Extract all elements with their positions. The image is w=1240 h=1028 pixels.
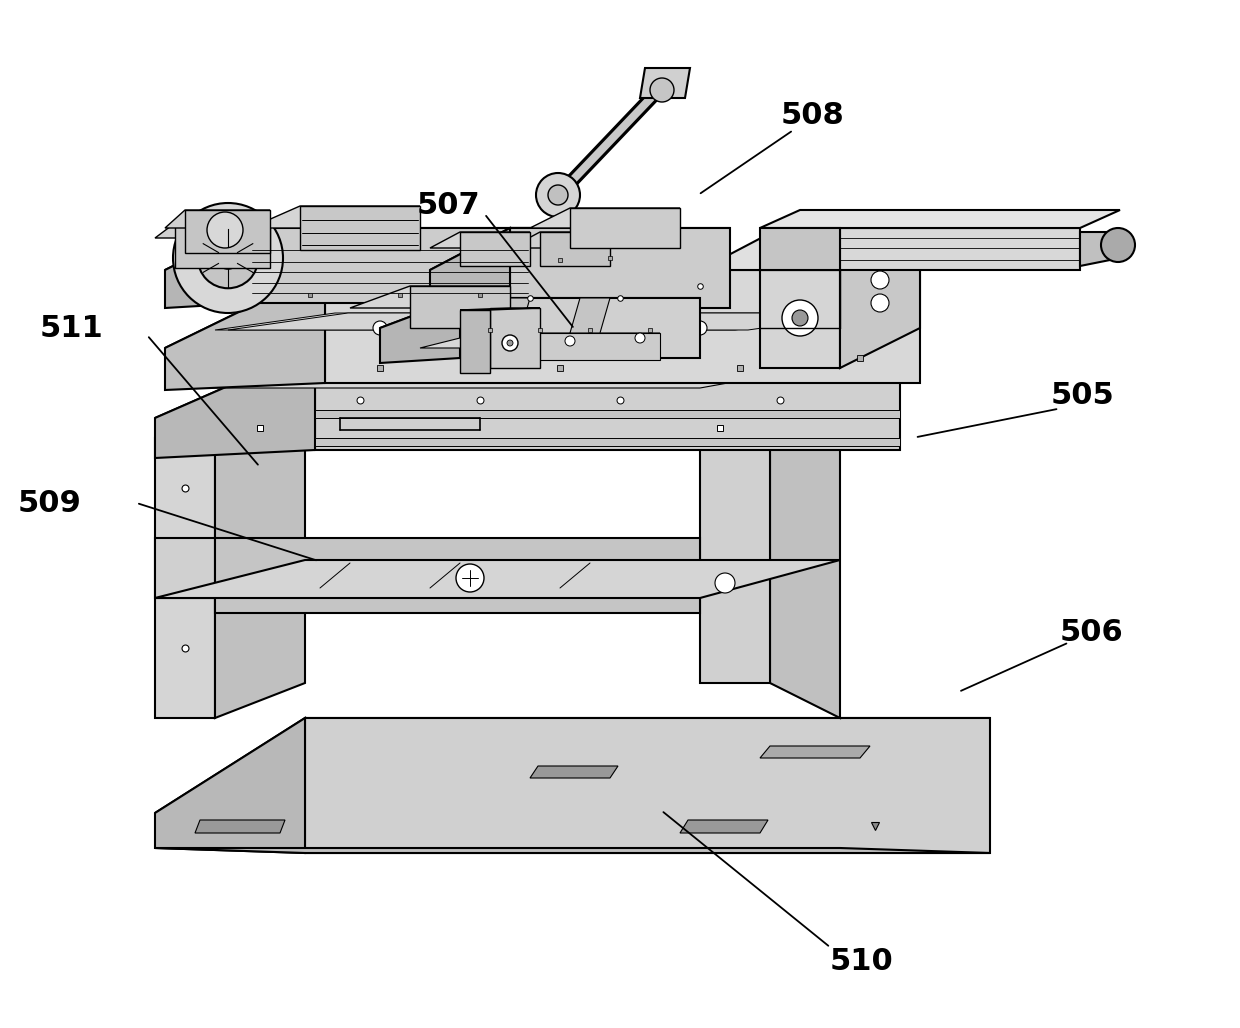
Polygon shape [529, 208, 680, 228]
Polygon shape [539, 232, 610, 266]
Polygon shape [430, 232, 529, 248]
Circle shape [870, 271, 889, 289]
Polygon shape [510, 228, 730, 308]
Polygon shape [200, 355, 800, 370]
Polygon shape [680, 820, 768, 833]
Text: 505: 505 [1050, 381, 1115, 410]
Circle shape [533, 321, 547, 335]
Polygon shape [165, 228, 529, 270]
Polygon shape [350, 286, 510, 308]
Polygon shape [175, 223, 270, 268]
Polygon shape [420, 333, 660, 348]
Polygon shape [480, 333, 660, 360]
Polygon shape [315, 348, 900, 450]
Polygon shape [155, 418, 305, 438]
Polygon shape [839, 228, 920, 368]
Polygon shape [839, 228, 1080, 270]
Polygon shape [155, 718, 305, 853]
Text: 507: 507 [417, 191, 481, 220]
Circle shape [650, 78, 675, 102]
Polygon shape [460, 298, 701, 358]
Polygon shape [155, 538, 215, 598]
Polygon shape [165, 270, 920, 348]
Circle shape [502, 335, 518, 351]
Polygon shape [490, 298, 529, 333]
Polygon shape [155, 223, 270, 238]
Circle shape [1101, 228, 1135, 262]
Polygon shape [379, 298, 701, 328]
Polygon shape [529, 766, 618, 778]
Polygon shape [460, 308, 539, 310]
Polygon shape [250, 206, 420, 228]
Text: 506: 506 [1059, 618, 1123, 647]
Circle shape [197, 228, 258, 288]
Polygon shape [300, 206, 420, 250]
Polygon shape [155, 438, 215, 718]
Polygon shape [215, 438, 305, 718]
Polygon shape [701, 418, 839, 438]
Polygon shape [460, 232, 529, 266]
Polygon shape [430, 228, 510, 313]
Polygon shape [165, 270, 325, 390]
Polygon shape [430, 228, 730, 270]
Circle shape [715, 573, 735, 593]
Polygon shape [510, 232, 610, 248]
Polygon shape [760, 210, 1120, 228]
Polygon shape [155, 348, 315, 458]
Polygon shape [305, 718, 990, 853]
Polygon shape [155, 348, 900, 418]
Circle shape [782, 300, 818, 336]
Circle shape [548, 185, 568, 205]
Polygon shape [215, 313, 856, 330]
Polygon shape [228, 313, 868, 330]
Polygon shape [760, 270, 839, 368]
Circle shape [373, 321, 387, 335]
Circle shape [870, 294, 889, 313]
Polygon shape [250, 228, 529, 303]
Polygon shape [155, 560, 839, 598]
Polygon shape [460, 310, 490, 373]
Polygon shape [410, 286, 510, 328]
Polygon shape [570, 298, 610, 333]
Polygon shape [155, 848, 990, 853]
Polygon shape [155, 718, 990, 813]
Circle shape [792, 310, 808, 326]
Text: 511: 511 [40, 315, 104, 343]
Circle shape [207, 212, 243, 248]
Circle shape [456, 564, 484, 592]
Polygon shape [195, 820, 285, 833]
Circle shape [853, 321, 867, 335]
Polygon shape [760, 228, 839, 270]
Polygon shape [490, 308, 539, 368]
Polygon shape [315, 438, 900, 446]
Polygon shape [760, 746, 870, 758]
Text: 508: 508 [780, 101, 844, 130]
Circle shape [495, 338, 505, 348]
Circle shape [565, 336, 575, 346]
Polygon shape [379, 298, 460, 363]
Polygon shape [165, 228, 250, 308]
Polygon shape [165, 210, 270, 228]
Polygon shape [185, 210, 270, 253]
Polygon shape [701, 228, 920, 270]
Polygon shape [640, 68, 689, 98]
Polygon shape [315, 410, 900, 418]
Polygon shape [200, 370, 800, 388]
Text: 509: 509 [17, 489, 82, 518]
Circle shape [217, 247, 239, 269]
Polygon shape [701, 438, 770, 683]
Polygon shape [770, 438, 839, 718]
Circle shape [174, 203, 283, 313]
Polygon shape [548, 88, 668, 198]
Polygon shape [215, 538, 701, 613]
Text: 510: 510 [830, 947, 894, 976]
Polygon shape [570, 208, 680, 248]
Circle shape [635, 333, 645, 343]
Polygon shape [325, 270, 920, 383]
Circle shape [693, 321, 707, 335]
Polygon shape [1080, 232, 1120, 266]
Circle shape [507, 340, 513, 346]
Circle shape [536, 173, 580, 217]
